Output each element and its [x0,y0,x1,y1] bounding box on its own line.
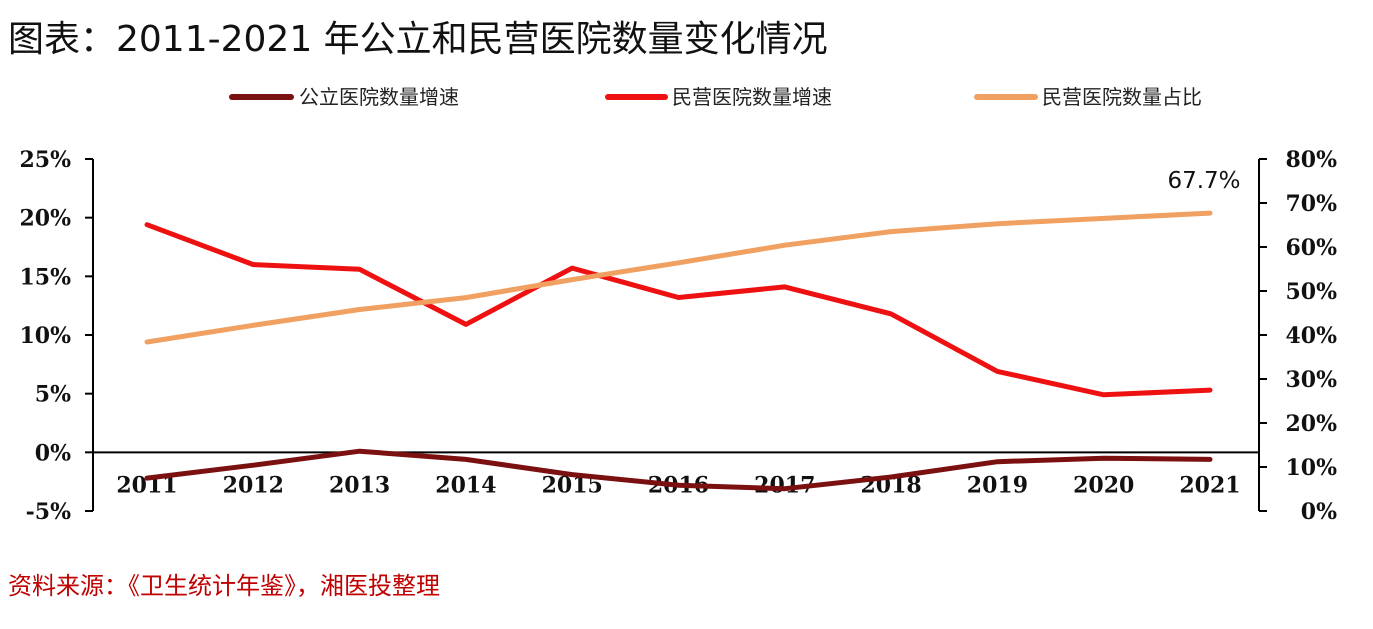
right-axis-tick-label: 10% [1285,455,1337,481]
left-axis-tick-label: 15% [19,264,71,290]
legend-label-private-growth: 民营医院数量增速 [672,85,832,109]
left-axis-tick-label: 5% [35,382,71,408]
legend-label-private-share: 民营医院数量占比 [1042,85,1202,109]
x-axis-tick-label: 2013 [329,472,390,498]
x-axis-tick-label: 2014 [435,472,496,498]
left-axis-tick-label: 10% [19,323,71,349]
private-growth-line [144,222,1213,398]
private-share-line [144,210,1213,345]
right-axis-tick-label: 50% [1285,279,1337,305]
figure-title: 图表：2011-2021 年公立和民营医院数量变化情况 [8,19,828,60]
source-note: 资料来源：《卫生统计年鉴》，湘医投整理 [8,572,440,600]
x-axis-tick-label: 2021 [1179,472,1240,498]
right-axis-tick-label: 60% [1285,235,1337,261]
right-axis-tick-label: 70% [1285,191,1337,217]
right-axis-tick-label: 40% [1285,323,1337,349]
left-axis-tick-label: 20% [19,206,71,232]
public-growth-line [144,448,1213,492]
x-axis-tick-label: 2019 [967,472,1028,498]
left-axis-tick-label: 25% [19,147,71,173]
right-axis-tick-label: 20% [1285,411,1337,437]
left-axis-tick-label: 0% [35,440,71,466]
data-label-annotation: 67.7% [1167,168,1240,194]
left-axis-tick-label: -5% [26,499,71,525]
x-axis-tick-label: 2012 [223,472,284,498]
right-axis-tick-label: 0% [1301,499,1337,525]
legend-label-public-growth: 公立医院数量增速 [299,85,459,109]
right-axis-tick-label: 80% [1285,147,1337,173]
x-axis-tick-label: 2020 [1073,472,1134,498]
right-axis-tick-label: 30% [1285,367,1337,393]
